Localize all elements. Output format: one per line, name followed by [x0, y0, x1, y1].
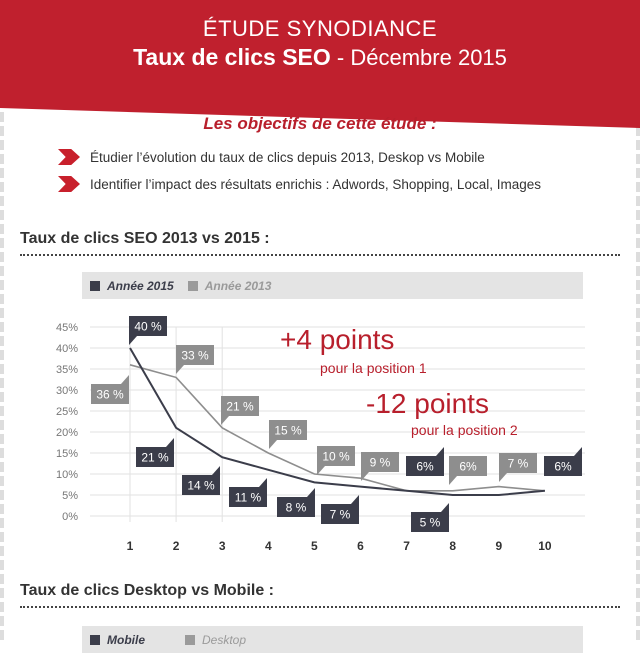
data-label-text: 33 %: [181, 349, 209, 363]
y-tick-label: 30%: [56, 385, 78, 397]
data-label: 10 %: [317, 446, 355, 475]
annotation-big: -12 points: [366, 388, 489, 419]
x-tick-label: 10: [538, 539, 552, 553]
series-line-Année-2013: [129, 364, 545, 492]
x-tick-label: 9: [495, 539, 502, 553]
data-label: 9 %: [361, 452, 399, 481]
objectives-title: Les objectifs de cette étude :: [203, 114, 437, 133]
data-label-text: 15 %: [274, 424, 302, 438]
x-tick-label: 8: [449, 539, 456, 553]
y-tick-label: 25%: [56, 406, 78, 418]
data-label: 14 %: [182, 466, 220, 495]
data-label: 7 %: [321, 495, 359, 524]
annotation-small: pour la position 2: [411, 422, 518, 438]
data-label: 6%: [406, 447, 444, 476]
y-tick-label: 40%: [56, 343, 78, 355]
x-tick-label: 6: [357, 539, 364, 553]
chevron-icon: [58, 149, 80, 165]
x-tick-label: 1: [127, 539, 134, 553]
legend-label: Année 2015: [107, 278, 174, 293]
data-label: 6%: [544, 447, 582, 476]
section-title: Taux de clics SEO 2013 vs 2015 :: [20, 230, 270, 247]
chevron-icon: [58, 176, 80, 192]
x-tick-label: 4: [265, 539, 272, 553]
y-tick-label: 15%: [56, 448, 78, 460]
divider: [20, 254, 620, 256]
y-tick-label: 10%: [56, 469, 78, 481]
x-tick-label: 5: [311, 539, 318, 553]
y-tick-label: 20%: [56, 427, 78, 439]
objective-text: Identifier l’impact des résultats enrich…: [90, 176, 541, 192]
y-tick-label: 0%: [62, 511, 78, 523]
separator: -: [330, 45, 351, 70]
title-text: Taux de clics SEO: [133, 44, 331, 70]
header-date: Décembre 2015: [350, 45, 507, 70]
page-border-left: [0, 0, 4, 640]
objective-text: Étudier l’évolution du taux de clics dep…: [90, 149, 485, 165]
data-label: 40 %: [129, 316, 167, 345]
data-label: 15 %: [269, 420, 307, 449]
objective-item: Étudier l’évolution du taux de clics dep…: [58, 149, 485, 165]
data-label: 7 %: [499, 453, 537, 482]
data-label-text: 14 %: [187, 479, 215, 493]
header-banner: [0, 0, 640, 128]
x-tick-label: 2: [173, 539, 180, 553]
y-tick-label: 35%: [56, 364, 78, 376]
data-label-text: 6%: [554, 460, 572, 474]
divider: [20, 606, 620, 608]
data-label: 5 %: [411, 503, 449, 532]
annotation-big: +4 points: [280, 324, 395, 355]
legend-label: Année 2013: [204, 278, 272, 293]
data-label: 36 %: [91, 375, 129, 404]
header-title: Taux de clics SEO - Décembre 2015: [0, 44, 640, 71]
annotation-small: pour la position 1: [320, 360, 427, 376]
data-label-text: 21 %: [141, 451, 169, 465]
data-label-text: 21 %: [226, 400, 254, 414]
data-label-text: 10 %: [322, 450, 350, 464]
data-label-text: 5 %: [420, 516, 441, 530]
data-label: 8 %: [277, 488, 315, 517]
data-label: 6%: [449, 456, 487, 485]
legend-swatch: [187, 280, 198, 291]
data-label-text: 40 %: [134, 320, 162, 334]
page-border-right: [636, 0, 640, 640]
header-subtitle: ÉTUDE SYNODIANCE: [202, 16, 438, 41]
objective-item: Identifier l’impact des résultats enrich…: [58, 176, 541, 192]
chart-legend: Année 2015 Année 2013: [82, 272, 583, 299]
legend-swatch: [90, 280, 100, 291]
data-label-text: 36 %: [96, 388, 124, 402]
data-label-text: 11 %: [235, 491, 262, 505]
y-tick-label: 5%: [62, 490, 78, 502]
data-label-text: 7 %: [330, 508, 351, 522]
data-label-text: 6%: [459, 460, 477, 474]
section-title: Taux de clics Desktop vs Mobile :: [20, 582, 274, 599]
x-tick-label: 7: [403, 539, 410, 553]
data-label: 11 %: [229, 478, 267, 507]
data-label: 21 %: [136, 438, 174, 467]
y-tick-label: 45%: [56, 322, 78, 334]
x-tick-label: 3: [219, 539, 226, 553]
data-label: 33 %: [176, 345, 214, 374]
data-label-text: 8 %: [286, 501, 307, 515]
data-label-text: 9 %: [370, 456, 391, 470]
data-label-text: 7 %: [508, 457, 529, 471]
data-label: 21 %: [221, 396, 259, 425]
data-label-text: 6%: [416, 460, 434, 474]
series-line-Année-2015: [129, 347, 545, 496]
